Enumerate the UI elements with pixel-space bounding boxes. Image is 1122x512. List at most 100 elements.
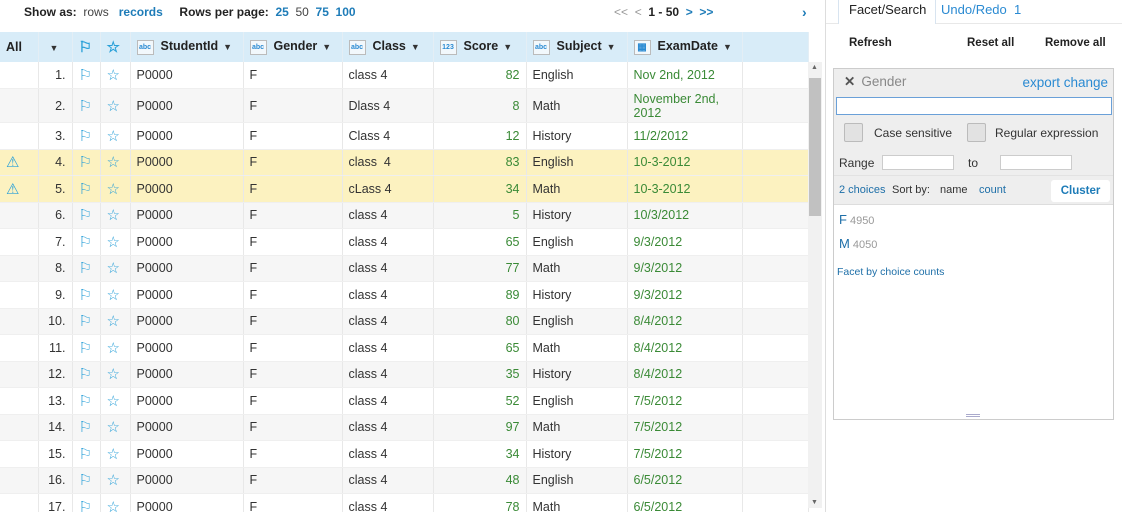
- cell-gender[interactable]: F: [243, 440, 343, 468]
- flag-icon[interactable]: ⚐: [72, 361, 101, 388]
- cell-gender[interactable]: F: [243, 387, 343, 415]
- cell-gender[interactable]: F: [243, 149, 343, 176]
- flag-icon[interactable]: ⚐: [72, 308, 101, 335]
- page-size-75[interactable]: 75: [315, 5, 329, 19]
- cell-studentid[interactable]: P0000: [130, 149, 244, 176]
- cell-subject[interactable]: Math: [526, 414, 628, 441]
- cell-studentid[interactable]: P0000: [130, 334, 244, 362]
- cell-class[interactable]: Dlass 4: [342, 88, 434, 123]
- cell-score[interactable]: 80: [433, 308, 527, 335]
- cell-score[interactable]: 78: [433, 493, 527, 512]
- cell-examdate[interactable]: 8/4/2012: [627, 361, 743, 388]
- cell-score[interactable]: 77: [433, 255, 527, 282]
- flag-icon[interactable]: ⚐: [72, 467, 101, 494]
- cell-class[interactable]: class 4: [342, 308, 434, 335]
- star-icon[interactable]: ☆: [100, 255, 131, 282]
- cell-score[interactable]: 52: [433, 387, 527, 415]
- tab-undo-redo[interactable]: Undo/Redo 1: [941, 2, 1022, 17]
- column-class[interactable]: abc Class ▼: [342, 32, 434, 62]
- cell-gender[interactable]: F: [243, 308, 343, 335]
- star-icon[interactable]: ☆: [100, 62, 131, 89]
- cell-gender[interactable]: F: [243, 88, 343, 123]
- cell-class[interactable]: class 4: [342, 467, 434, 494]
- cell-score[interactable]: 34: [433, 440, 527, 468]
- cell-examdate[interactable]: 6/5/2012: [627, 467, 743, 494]
- column-subject[interactable]: abc Subject ▼: [526, 32, 628, 62]
- cell-gender[interactable]: F: [243, 334, 343, 362]
- close-facet-icon[interactable]: ✕: [844, 74, 856, 89]
- cell-class[interactable]: class 4: [342, 149, 434, 176]
- cell-examdate[interactable]: 10-3-2012: [627, 175, 743, 203]
- first-page-button[interactable]: <<: [614, 5, 629, 19]
- cell-examdate[interactable]: 6/5/2012: [627, 493, 743, 512]
- facet-search-input[interactable]: [836, 97, 1112, 115]
- cell-studentid[interactable]: P0000: [130, 281, 244, 309]
- cell-gender[interactable]: F: [243, 281, 343, 309]
- cell-studentid[interactable]: P0000: [130, 228, 244, 256]
- star-icon[interactable]: ☆: [100, 361, 131, 388]
- cell-gender[interactable]: F: [243, 122, 343, 150]
- cell-class[interactable]: class 4: [342, 440, 434, 468]
- star-icon[interactable]: ☆: [100, 440, 131, 468]
- star-icon[interactable]: ☆: [100, 281, 131, 309]
- last-page-button[interactable]: >>: [699, 5, 714, 19]
- remove-all-button[interactable]: Remove all: [1045, 37, 1106, 49]
- range-from-input[interactable]: [882, 155, 954, 170]
- cell-examdate[interactable]: November 2nd, 2012: [627, 88, 743, 123]
- cell-subject[interactable]: History: [526, 122, 628, 150]
- cell-studentid[interactable]: P0000: [130, 467, 244, 494]
- cell-score[interactable]: 48: [433, 467, 527, 494]
- flag-icon[interactable]: ⚐: [72, 88, 101, 123]
- show-rows-link[interactable]: rows: [83, 5, 109, 19]
- cell-score[interactable]: 82: [433, 62, 527, 89]
- flag-icon[interactable]: ⚐: [72, 281, 101, 309]
- page-size-50[interactable]: 50: [295, 5, 309, 19]
- cell-class[interactable]: class 4: [342, 202, 434, 229]
- cell-class[interactable]: cLass 4: [342, 175, 434, 203]
- cell-gender[interactable]: F: [243, 255, 343, 282]
- cell-subject[interactable]: History: [526, 281, 628, 309]
- flag-icon[interactable]: ⚐: [72, 387, 101, 415]
- flag-icon[interactable]: ⚐: [72, 122, 101, 150]
- star-icon[interactable]: ☆: [100, 308, 131, 335]
- cell-class[interactable]: class 4: [342, 387, 434, 415]
- cell-score[interactable]: 12: [433, 122, 527, 150]
- star-icon[interactable]: ☆: [100, 387, 131, 415]
- all-menu-chevron-down-icon[interactable]: ▼: [38, 32, 73, 62]
- cell-examdate[interactable]: 9/3/2012: [627, 255, 743, 282]
- cell-gender[interactable]: F: [243, 414, 343, 441]
- flag-icon[interactable]: ⚐: [72, 414, 101, 441]
- sort-count-link[interactable]: count: [979, 184, 1006, 196]
- cell-class[interactable]: class 4: [342, 334, 434, 362]
- flag-icon[interactable]: ⚐: [72, 202, 101, 229]
- next-page-button[interactable]: >: [685, 5, 693, 19]
- cell-score[interactable]: 83: [433, 149, 527, 176]
- cell-score[interactable]: 34: [433, 175, 527, 203]
- cell-subject[interactable]: Math: [526, 175, 628, 203]
- cell-studentid[interactable]: P0000: [130, 255, 244, 282]
- page-size-100[interactable]: 100: [335, 5, 356, 19]
- column-studentid[interactable]: abc StudentId ▼: [130, 32, 244, 62]
- cell-studentid[interactable]: P0000: [130, 122, 244, 150]
- scrollbar-thumb[interactable]: [809, 78, 821, 216]
- cell-studentid[interactable]: P0000: [130, 414, 244, 441]
- flag-icon[interactable]: ⚐: [72, 255, 101, 282]
- cell-score[interactable]: 97: [433, 414, 527, 441]
- cell-examdate[interactable]: Nov 2nd, 2012: [627, 62, 743, 89]
- star-icon[interactable]: ☆: [100, 88, 131, 123]
- cell-score[interactable]: 8: [433, 88, 527, 123]
- cell-studentid[interactable]: P0000: [130, 202, 244, 229]
- cell-gender[interactable]: F: [243, 62, 343, 89]
- cell-gender[interactable]: F: [243, 361, 343, 388]
- cell-score[interactable]: 65: [433, 334, 527, 362]
- cell-examdate[interactable]: 9/3/2012: [627, 228, 743, 256]
- cell-subject[interactable]: English: [526, 467, 628, 494]
- cell-studentid[interactable]: P0000: [130, 62, 244, 89]
- cell-score[interactable]: 65: [433, 228, 527, 256]
- flag-icon[interactable]: ⚐: [72, 62, 101, 89]
- cell-class[interactable]: class 4: [342, 361, 434, 388]
- cell-studentid[interactable]: P0000: [130, 88, 244, 123]
- cell-subject[interactable]: English: [526, 62, 628, 89]
- star-icon[interactable]: ☆: [100, 175, 131, 203]
- column-examdate[interactable]: ▦ ExamDate ▼: [627, 32, 743, 62]
